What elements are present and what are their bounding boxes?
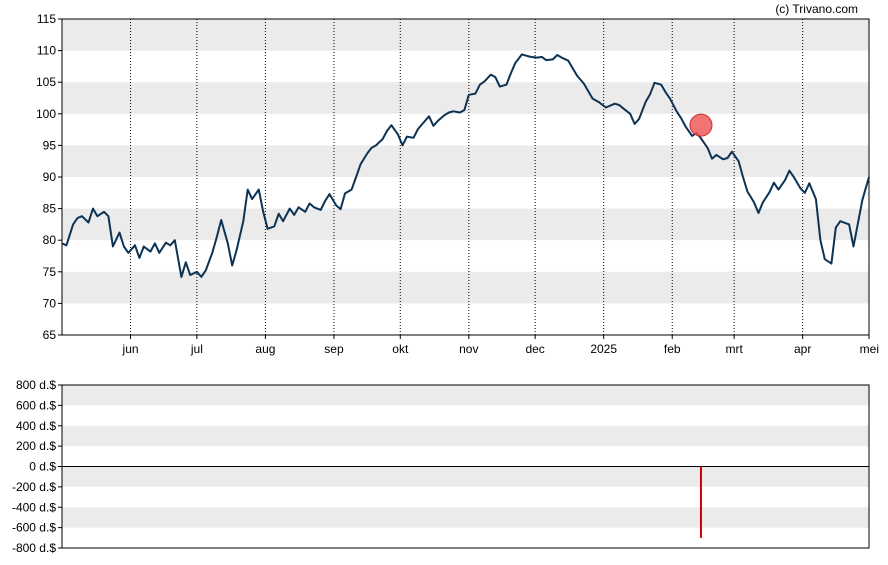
price-ytick-label: 85: [43, 202, 57, 216]
price-ytick-label: 95: [43, 138, 57, 152]
price-ytick-label: 105: [36, 75, 56, 89]
price-ytick-label: 90: [43, 170, 57, 184]
price-ytick-label: 100: [36, 107, 56, 121]
volume-ytick-label: -800 d.$: [12, 541, 56, 555]
price-grid-band: [62, 145, 869, 177]
volume-ytick-label: 200 d.$: [16, 439, 56, 453]
volume-chart: 800 d.$ 600 d.$ 400 d.$ 200 d.$ 0 d.$ -200 d.…: [12, 378, 870, 555]
volume-grid-band: [62, 507, 869, 528]
price-grid-band: [62, 19, 869, 51]
price-chart: 65 70 75 80 85 90 95 100 105 110 115 jun jul aug sep ok…: [36, 12, 879, 356]
price-xtick-label: dec: [525, 342, 544, 356]
volume-ytick-label: 400 d.$: [16, 419, 56, 433]
volume-ytick-label: -600 d.$: [12, 521, 56, 535]
price-ytick-label: 110: [37, 44, 56, 58]
volume-grid-band: [62, 466, 869, 487]
price-xtick-label: jul: [190, 342, 203, 356]
volume-ytick-label: -400 d.$: [12, 500, 56, 514]
price-series-line: [61, 53, 870, 278]
price-grid-band: [62, 208, 869, 241]
price-ytick-label: 80: [43, 233, 57, 247]
price-xtick-label: apr: [794, 342, 811, 356]
price-ytick-label: 75: [43, 265, 57, 279]
price-ytick-label: 115: [37, 12, 56, 26]
volume-grid-band: [62, 385, 869, 406]
volume-grid-band: [62, 425, 869, 447]
price-xtick-label: jun: [122, 342, 139, 356]
price-ytick-label: 65: [43, 328, 57, 342]
price-xtick-label: mrt: [725, 342, 743, 356]
price-xtick-label: sep: [324, 342, 344, 356]
price-xtick-label: mei: [860, 342, 879, 356]
volume-ytick-label: 0 d.$: [29, 460, 56, 474]
price-xtick-label: 2025: [590, 342, 617, 356]
price-xtick-label: okt: [392, 342, 409, 356]
volume-ytick-label: -200 d.$: [12, 480, 56, 494]
price-event-marker: [689, 113, 713, 137]
price-ytick-label: 70: [43, 296, 57, 310]
price-xtick-label: feb: [664, 342, 681, 356]
volume-plot-frame: [61, 384, 870, 549]
price-xtick-label: aug: [255, 342, 275, 356]
volume-ytick-label: 800 d.$: [16, 378, 56, 392]
price-xtick-label: nov: [459, 342, 478, 356]
credit-text: (c) Trivano.com: [775, 2, 858, 16]
price-grid-band: [62, 271, 869, 304]
volume-ytick-label: 600 d.$: [16, 398, 56, 412]
